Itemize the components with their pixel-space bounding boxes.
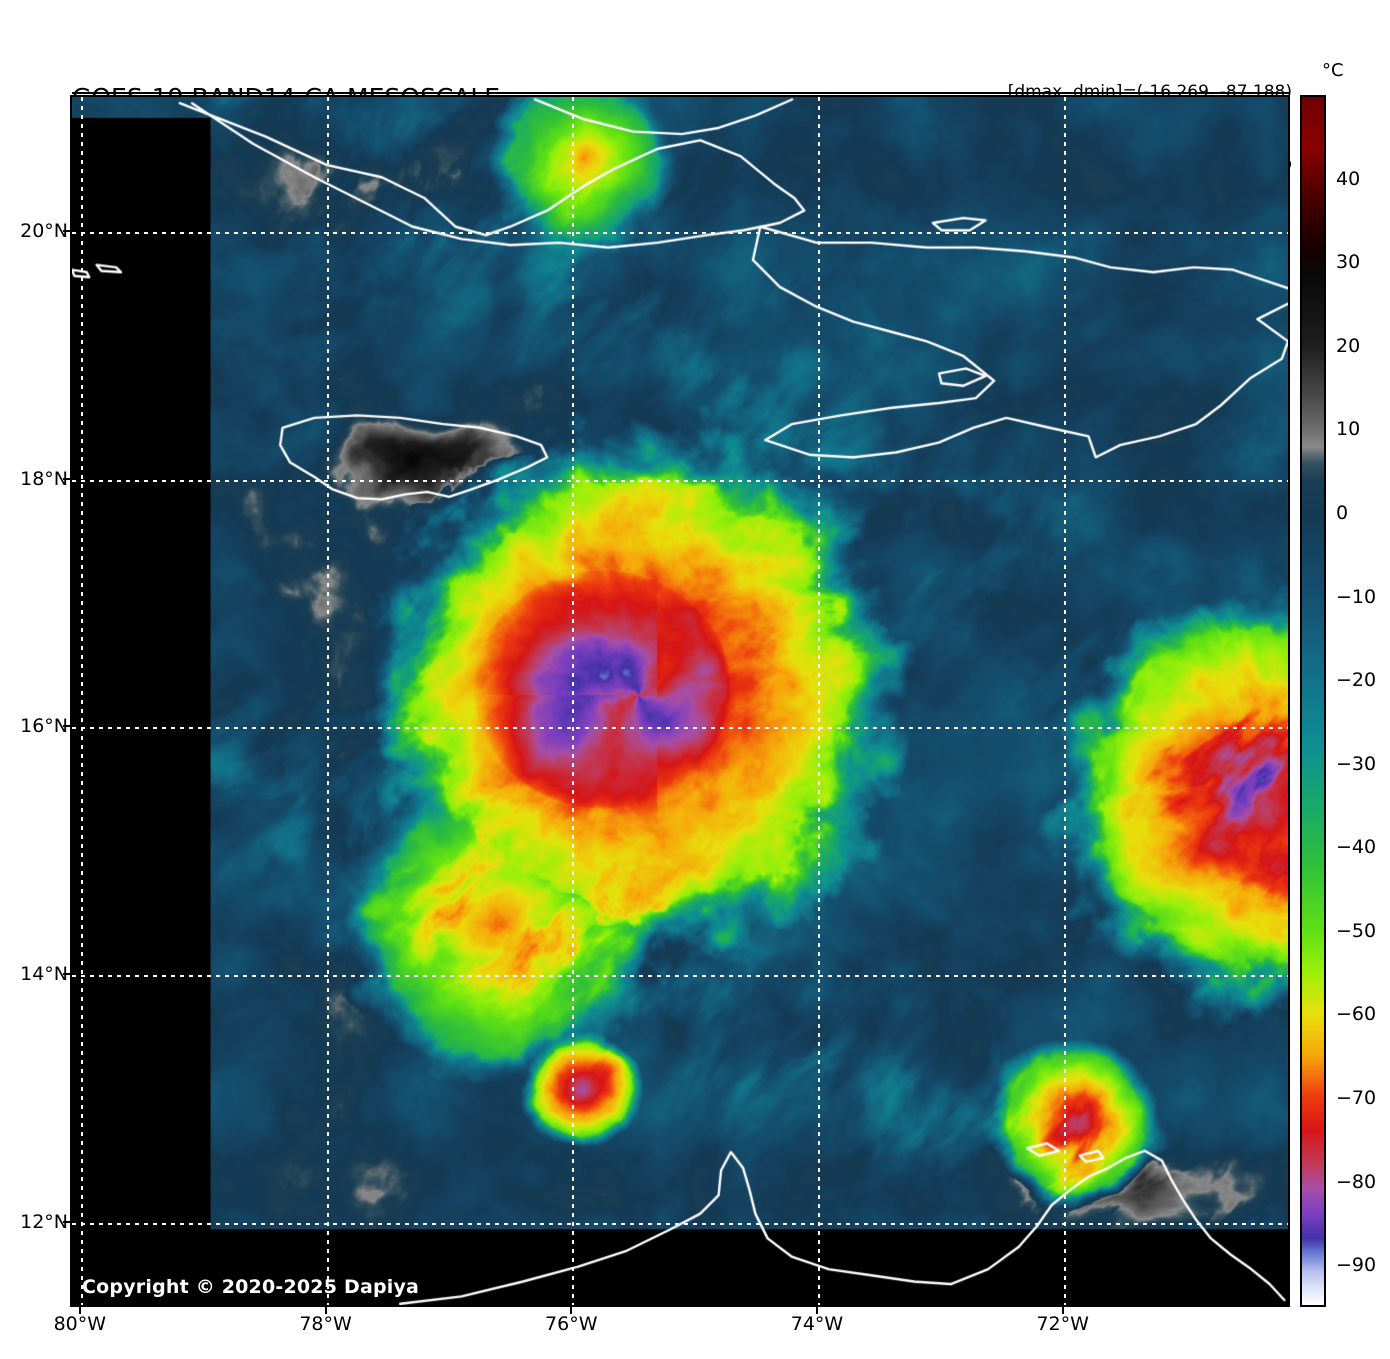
colorbar-gradient [1302,97,1324,1305]
colorbar-tick-10: 10 [1336,418,1361,441]
lat-tickmark [63,972,70,975]
lon-tickmark [570,1307,573,1314]
colorbar-tick-minus60: −60 [1336,1003,1377,1026]
lon-tick-label-74°W: 74°W [790,1313,844,1335]
colorbar-tick-40: 40 [1336,167,1361,190]
lon-tick-label-80°W: 80°W [53,1313,107,1335]
lat-tickmark [63,230,70,233]
colorbar-tick-minus20: −20 [1336,669,1377,692]
lat-tickmark [63,477,70,480]
lon-tick-label-72°W: 72°W [1036,1313,1089,1335]
header-divider [72,92,1290,94]
lon-tickmark [78,1307,81,1314]
map-panel[interactable] [70,95,1290,1307]
colorbar-tick-minus80: −80 [1336,1170,1377,1193]
lon-tickmark [324,1307,327,1314]
colorbar-tick-minus50: −50 [1336,919,1377,942]
lon-tick-label-78°W: 78°W [299,1313,352,1335]
colorbar-tick-minus10: −10 [1336,585,1377,608]
colorbar-tick-0: 0 [1336,501,1349,524]
colorbar-unit-label: °C [1322,60,1344,81]
lat-tickmark [63,725,70,728]
colorbar-tick-minus40: −40 [1336,836,1377,859]
colorbar-tick-minus70: −70 [1336,1087,1377,1110]
lon-tickmark [815,1307,818,1314]
lat-tick-label-18°N: 18°N [20,467,68,490]
lat-tick-label-12°N: 12°N [20,1210,68,1233]
satellite-imagery-canvas [72,97,1288,1305]
lat-tick-label-16°N: 16°N [20,715,68,738]
copyright-notice: Copyright © 2020-2025 Dapiya [82,1276,420,1298]
lon-tickmark [1061,1307,1064,1314]
lat-tick-label-20°N: 20°N [20,220,68,243]
temperature-colorbar[interactable] [1300,95,1326,1307]
lat-tick-label-14°N: 14°N [20,962,68,985]
colorbar-tick-20: 20 [1336,334,1361,357]
lat-tickmark [63,1220,70,1223]
colorbar-tick-minus30: −30 [1336,752,1377,775]
colorbar-tick-minus90: −90 [1336,1254,1377,1277]
colorbar-tick-30: 30 [1336,251,1361,274]
lon-tick-label-76°W: 76°W [545,1313,598,1335]
